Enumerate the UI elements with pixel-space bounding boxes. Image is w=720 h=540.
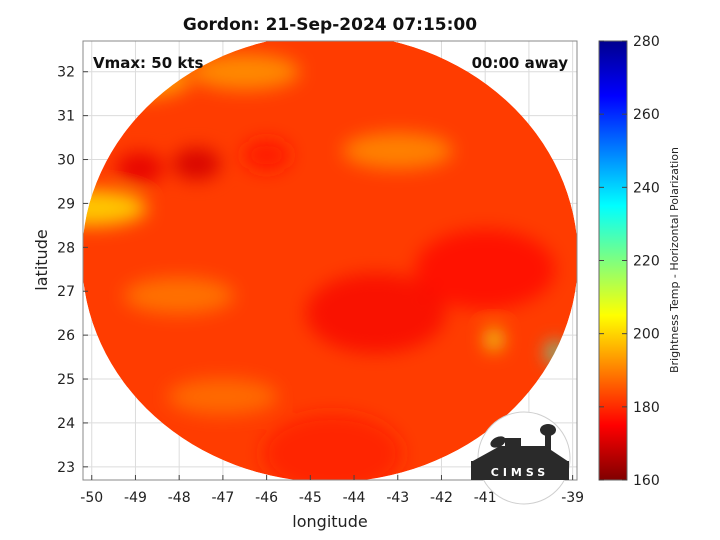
cold-blob-feature [115,152,164,185]
colorbar-tick-label: 280 [633,34,660,50]
heatmap-swath [83,41,577,480]
y-tick-label: 28 [57,240,75,256]
heatmap-layer [83,41,577,480]
colorbar-ticks: 160 180 200 220 240 260 280 [599,34,660,489]
x-tick-label: -43 [386,490,409,506]
cold-region-feature [305,273,446,354]
colorbar-tick-label: 240 [633,180,660,196]
warm-band-feature [83,189,147,226]
warm-band-feature [189,53,300,90]
y-tick-label: 29 [57,196,75,212]
y-tick-label: 27 [57,284,75,300]
x-tick-label: -49 [124,490,147,506]
x-tick-label: -47 [211,490,234,506]
y-tick-label: 26 [57,328,75,344]
y-axis: 23 24 25 26 27 28 29 30 31 32 [57,65,88,476]
x-tick-label: -41 [474,490,497,506]
warm-band-feature [342,132,453,169]
x-axis-label: longitude [292,512,367,531]
x-tick-label: -44 [343,490,366,506]
y-tick-label: 30 [57,153,75,169]
heatmap-features [83,53,564,480]
logo-text: CIMSS [491,466,549,479]
cold-blob-feature [242,139,291,172]
chart-title: Gordon: 21-Sep-2024 07:15:00 [183,15,477,35]
x-tick-label: -42 [430,490,453,506]
cold-region-feature [415,229,556,310]
colorbar-tick-label: 200 [633,327,660,343]
time-away-annotation: 00:00 away [472,54,569,72]
y-tick-label: 25 [57,372,75,388]
x-tick-label: -45 [299,490,322,506]
colorbar-tick-label: 260 [633,107,660,123]
warm-band-feature [167,378,278,415]
vmax-annotation: Vmax: 50 kts [93,54,203,72]
x-tick-label: -50 [80,490,103,506]
colorbar-tick-label: 180 [633,400,660,416]
colorbar-label: Brightness Temp - Horizontal Polarizatio… [668,147,681,373]
cold-region-feature [262,413,403,480]
x-tick-label: -48 [168,490,191,506]
hot-spot-feature [485,328,502,351]
y-axis-label: latitude [32,229,51,290]
y-tick-label: 32 [57,65,75,81]
x-tick-label: -39 [561,490,584,506]
colorbar-tick-label: 220 [633,254,660,270]
y-tick-label: 24 [57,416,75,432]
warm-band-feature [124,277,235,314]
plot-border [82,40,578,481]
colorbar-tick-label: 160 [633,473,660,489]
x-tick-label: -46 [255,490,278,506]
cimss-logo: CIMSS [471,411,571,505]
y-tick-label: 31 [57,109,75,125]
cold-blob-feature [172,147,221,180]
y-tick-label: 23 [57,460,75,476]
